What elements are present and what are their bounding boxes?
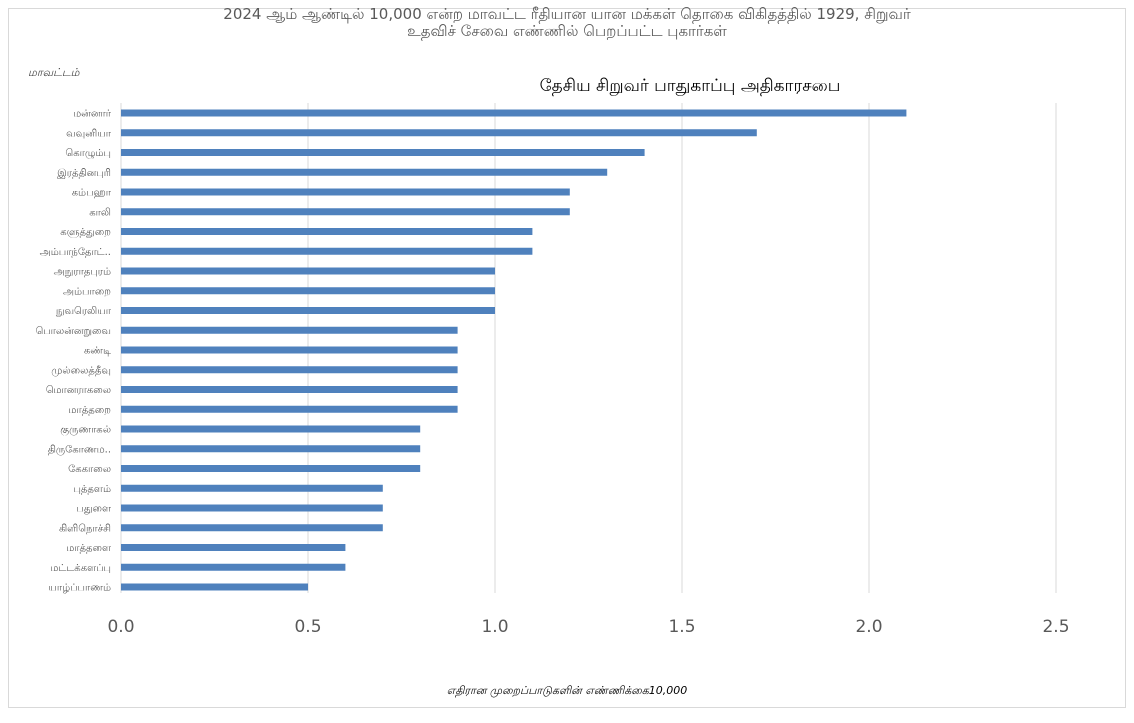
category-label-6: களுத்துறை <box>60 227 111 238</box>
bar-9 <box>121 287 495 295</box>
bar-21 <box>121 524 383 532</box>
bar-8 <box>121 267 495 275</box>
chart-frame <box>8 8 1126 708</box>
category-tick-labels: மன்னார் வவுனியா கொழும்பு இரத்தினபுரி கம்பஹா க… <box>35 109 111 594</box>
category-label-13: முல்லைத்தீவு <box>51 365 111 376</box>
y-axis-label: மாவட்டம் <box>28 66 80 79</box>
category-label-0: மன்னார் <box>73 109 112 120</box>
bar-16 <box>121 425 421 433</box>
category-label-4: கம்பஹா <box>72 188 112 199</box>
category-label-15: மாத்தறை <box>68 405 111 416</box>
bar-19 <box>121 484 383 492</box>
chart-subtitle: தேசிய சிறுவர் பாதுகாப்பு அதிகாரசபை <box>539 76 841 96</box>
category-label-12: கண்டி <box>84 346 111 357</box>
category-label-16: குருணாகல் <box>60 425 111 437</box>
category-label-2: கொழும்பு <box>65 148 111 159</box>
bar-3 <box>121 168 608 176</box>
x-tick-labels: 0.0 0.5 1.0 1.5 2.0 2.5 <box>107 617 1069 637</box>
chart-title-line-2: உதவிச் சேவை எண்ணில் பெறப்பட்ட புகார்கள் <box>407 22 727 40</box>
category-label-22: மாத்தளை <box>66 543 111 554</box>
x-tick-label-1: 0.5 <box>294 617 321 637</box>
x-tick-label-5: 2.5 <box>1042 617 1069 637</box>
bar-4 <box>121 188 570 196</box>
bar-23 <box>121 563 346 571</box>
category-label-3: இரத்தினபுரி <box>57 168 111 179</box>
bar-12 <box>121 346 458 354</box>
bar-15 <box>121 405 458 413</box>
bar-18 <box>121 465 421 472</box>
bar-20 <box>121 504 383 512</box>
x-tick-label-3: 1.5 <box>668 617 695 637</box>
bar-24 <box>121 583 308 591</box>
category-label-1: வவுனியா <box>66 128 112 139</box>
category-label-14: மொனராகலை <box>46 385 111 396</box>
category-label-5: காலி <box>89 207 111 218</box>
bar-5 <box>121 208 570 216</box>
x-tick-label-4: 2.0 <box>855 617 882 637</box>
bar-22 <box>121 544 346 551</box>
bar-14 <box>121 386 458 393</box>
category-label-19: புத்தளம் <box>73 484 111 495</box>
bar-11 <box>121 326 458 334</box>
category-label-18: கேகாலை <box>68 464 111 475</box>
category-label-7: அம்பாந்தோட்.. <box>40 247 111 258</box>
category-label-23: மட்டக்களப்பு <box>50 563 111 574</box>
x-axis-label: எதிரான முறைப்பாடுகளின் எண்ணிக்கை10,000 <box>446 684 688 697</box>
x-tick-label-2: 1.0 <box>481 617 508 637</box>
bar-13 <box>121 366 458 374</box>
category-label-20: பதுளை <box>76 504 111 515</box>
chart-title: 2024 ஆம் ஆண்டில் 10,000 என்ற மாவட்ட ரீதி… <box>0 6 1134 40</box>
bars <box>121 109 907 591</box>
bar-6 <box>121 228 533 235</box>
category-label-24: யாழ்ப்பாணம் <box>48 583 111 594</box>
x-tick-label-0: 0.0 <box>107 617 134 637</box>
bar-2 <box>121 149 645 156</box>
category-label-9: அம்பாறை <box>63 286 111 297</box>
chart-title-line-1: 2024 ஆம் ஆண்டில் 10,000 என்ற மாவட்ட ரீதி… <box>223 5 911 23</box>
category-label-17: திருகோணம.. <box>48 444 111 455</box>
category-label-21: கிளிநொச்சி <box>59 523 111 534</box>
bar-0 <box>121 109 907 117</box>
bar-10 <box>121 307 495 314</box>
category-label-8: அநுராதபுரம் <box>54 267 111 278</box>
bar-17 <box>121 445 421 453</box>
category-label-11: பொலன்னறுவை <box>35 326 111 337</box>
category-label-10: நுவரெலியா <box>56 306 112 317</box>
bar-1 <box>121 129 757 137</box>
bar-7 <box>121 247 533 255</box>
